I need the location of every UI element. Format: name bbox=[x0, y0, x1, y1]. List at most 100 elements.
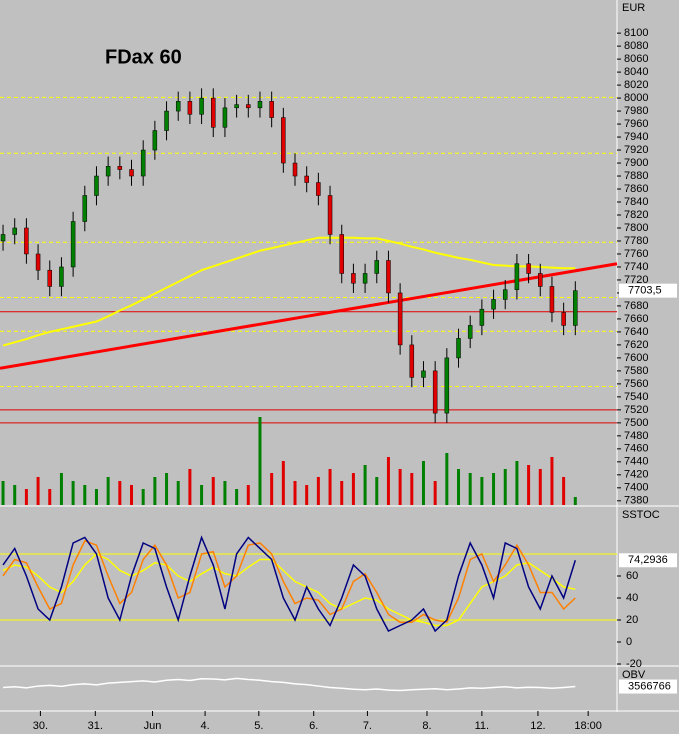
y-tick-label: 7640 bbox=[624, 326, 648, 338]
volume-bar bbox=[24, 489, 28, 505]
volume-bar bbox=[165, 473, 169, 505]
volume-bar bbox=[433, 481, 437, 505]
candle-body bbox=[351, 273, 356, 284]
y-tick-label: 7600 bbox=[624, 352, 648, 364]
y-tick-label: 7900 bbox=[624, 157, 648, 169]
candle-body bbox=[386, 260, 391, 294]
x-tick-label: 31. bbox=[88, 720, 103, 732]
volume-bar bbox=[246, 485, 250, 505]
candle-body bbox=[164, 110, 169, 131]
candle-body bbox=[421, 370, 426, 378]
candle-body bbox=[24, 227, 29, 255]
candle-body bbox=[175, 101, 181, 112]
volume-bar bbox=[188, 469, 192, 505]
volume-bar bbox=[503, 469, 507, 505]
x-tick-label: 5. bbox=[254, 720, 263, 732]
candle-body bbox=[269, 101, 274, 118]
volume-bar bbox=[573, 497, 577, 505]
volume-bar bbox=[1, 481, 5, 505]
candle-body bbox=[573, 290, 578, 326]
last-value-label: 3566766 bbox=[628, 680, 671, 692]
x-tick-label: 7. bbox=[363, 720, 372, 732]
volume-bar bbox=[515, 461, 519, 505]
y-tick-label: 7460 bbox=[624, 443, 648, 455]
y-tick-label: 8080 bbox=[624, 40, 648, 52]
candle-body bbox=[211, 97, 216, 128]
y-tick-label: 7400 bbox=[624, 482, 648, 494]
series-line bbox=[2, 535, 577, 633]
candle-body bbox=[281, 117, 286, 164]
y-tick-label: 7580 bbox=[624, 365, 648, 377]
y-tick-label: 8060 bbox=[624, 53, 648, 65]
volume-bar bbox=[328, 469, 332, 505]
x-tick-label: 4. bbox=[200, 720, 209, 732]
y-tick-label: 7680 bbox=[624, 300, 648, 312]
candle-body bbox=[502, 289, 508, 300]
volume-bar bbox=[421, 461, 425, 505]
candle-body bbox=[59, 266, 64, 287]
y-tick-label: 7820 bbox=[624, 209, 648, 221]
y-tick-label: 40 bbox=[626, 592, 638, 604]
y-tick-label: 7920 bbox=[624, 144, 648, 156]
y-tick-label: 7480 bbox=[624, 430, 648, 442]
y-tick-label: 8020 bbox=[624, 79, 648, 91]
candle-body bbox=[105, 166, 111, 177]
y-tick-label: 8100 bbox=[624, 27, 648, 39]
candle-body bbox=[561, 312, 566, 326]
candle-body bbox=[491, 299, 496, 310]
candle-body bbox=[432, 370, 438, 414]
y-tick-label: 7560 bbox=[624, 378, 648, 390]
volume-bar bbox=[351, 473, 355, 505]
x-tick-label: 12. bbox=[530, 720, 545, 732]
volume-bar bbox=[130, 485, 134, 505]
candle-body bbox=[35, 253, 41, 271]
y-tick-label: 8000 bbox=[624, 92, 648, 104]
volume-bar bbox=[141, 489, 145, 505]
volume-bar bbox=[94, 489, 98, 505]
volume-bar bbox=[106, 477, 110, 505]
y-tick-label: 7840 bbox=[624, 196, 648, 208]
y-tick-label: 60 bbox=[626, 570, 638, 582]
x-tick-label: 6. bbox=[309, 720, 318, 732]
x-tick-label: 18:00 bbox=[574, 720, 602, 732]
volume-bar bbox=[398, 469, 402, 505]
y-tick-label: 7880 bbox=[624, 170, 648, 182]
candle-body bbox=[327, 195, 333, 235]
candle-body bbox=[234, 104, 239, 109]
last-value-box bbox=[619, 679, 677, 694]
candle-body bbox=[339, 234, 344, 274]
y-tick-label: 7660 bbox=[624, 313, 648, 325]
candle-body bbox=[316, 182, 321, 196]
candle-body bbox=[246, 104, 251, 109]
candle-body bbox=[94, 175, 99, 196]
volume-bar bbox=[176, 481, 180, 505]
candle-body bbox=[152, 130, 158, 151]
volume-bar bbox=[153, 477, 157, 505]
volume-bar bbox=[258, 417, 262, 505]
axis-label: SSTOC bbox=[622, 509, 660, 521]
candle-body bbox=[117, 166, 123, 170]
candle-body bbox=[82, 195, 88, 222]
chart-title: FDax 60 bbox=[105, 46, 182, 68]
candle-body bbox=[409, 344, 415, 378]
y-tick-label: 7420 bbox=[624, 469, 648, 481]
trendline bbox=[0, 262, 618, 370]
candle-body bbox=[526, 263, 531, 274]
volume-bar bbox=[235, 489, 239, 505]
x-tick-label: 30. bbox=[33, 720, 48, 732]
last-value-box bbox=[619, 283, 677, 298]
volume-bar bbox=[492, 473, 496, 505]
volume-bar bbox=[211, 477, 215, 505]
candle-body bbox=[222, 107, 228, 128]
y-tick-label: 7740 bbox=[624, 261, 648, 273]
x-tick-label: Jun bbox=[144, 720, 162, 732]
candle-body bbox=[456, 338, 461, 359]
volume-bar bbox=[527, 465, 531, 505]
candle-body bbox=[47, 269, 53, 287]
volume-bar bbox=[59, 473, 63, 505]
y-tick-label: 7760 bbox=[624, 248, 648, 260]
y-tick-label: 8040 bbox=[624, 66, 648, 78]
candle-body bbox=[549, 286, 555, 313]
candle-body bbox=[257, 101, 263, 109]
y-tick-label: 7780 bbox=[624, 235, 648, 247]
